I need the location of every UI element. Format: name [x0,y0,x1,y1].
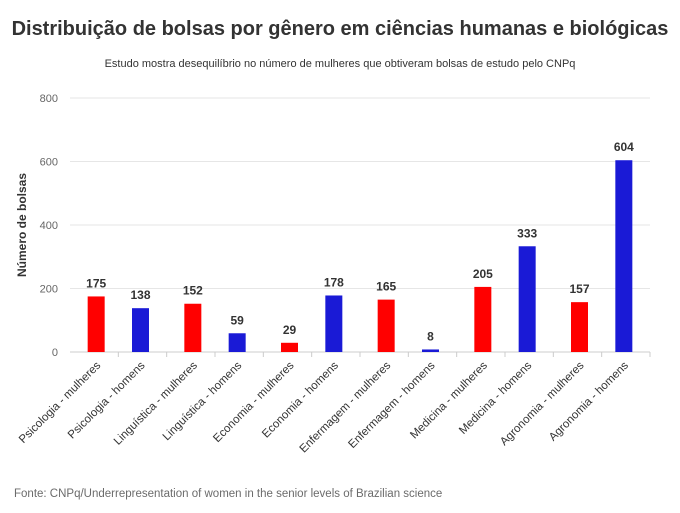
x-tick-label: Psicologia - mulheres [17,359,103,445]
y-tick-label: 600 [40,157,58,169]
bar [615,160,633,352]
data-label: 205 [473,267,493,281]
bar [325,295,343,352]
data-label: 333 [517,226,537,240]
data-label: 175 [86,276,106,290]
x-tick-label: Agronomia - homens [547,359,631,443]
data-label: 59 [230,313,244,327]
bar [132,308,149,352]
bar [87,296,105,352]
bar [377,299,395,352]
bar [422,349,439,352]
bar [184,303,202,352]
bar [228,333,246,352]
y-tick-label: 0 [52,347,58,359]
source-note: Fonte: CNPq/Underrepresentation of women… [14,488,443,500]
y-tick-label: 800 [40,93,58,105]
data-label: 157 [569,282,589,296]
data-label: 178 [324,275,344,289]
data-label: 604 [614,140,634,154]
data-label: 29 [283,323,297,337]
bar [571,302,588,352]
data-label: 8 [427,329,434,343]
bar [281,342,298,352]
data-label: 138 [130,288,150,302]
y-tick-label: 400 [40,220,58,232]
chart-title: Distribuição de bolsas por gênero em ciê… [11,18,669,40]
y-tick-label: 200 [40,284,58,296]
x-tick-label: Enfermagem - mulheres [298,359,394,455]
bar [518,246,536,352]
chart-subtitle: Estudo mostra desequilíbrio no número de… [104,58,576,70]
bar [474,286,492,352]
data-label: 165 [376,280,396,294]
data-label: 152 [183,284,203,298]
x-tick-label: Enfermagem - homens [346,359,437,450]
y-axis-title: Número de bolsas [15,173,29,277]
